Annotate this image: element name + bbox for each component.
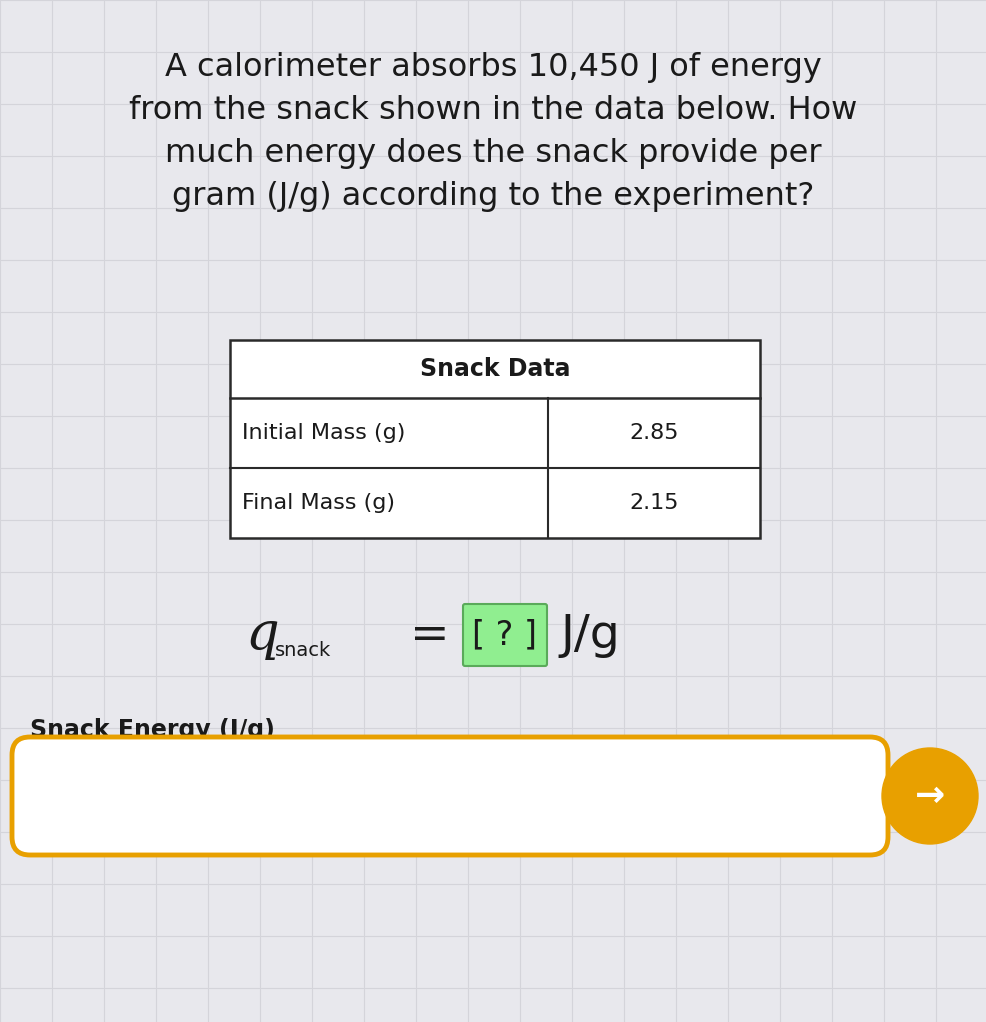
Text: q: q bbox=[245, 609, 278, 660]
FancyBboxPatch shape bbox=[462, 604, 546, 666]
FancyBboxPatch shape bbox=[12, 737, 887, 855]
Text: →: → bbox=[914, 779, 945, 812]
Text: 2.15: 2.15 bbox=[629, 493, 678, 513]
Text: Snack Energy (J/g): Snack Energy (J/g) bbox=[30, 718, 274, 742]
Text: J/g: J/g bbox=[559, 612, 619, 657]
Text: 2.85: 2.85 bbox=[629, 423, 678, 443]
Text: [ ? ]: [ ? ] bbox=[472, 618, 537, 651]
Text: Final Mass (g): Final Mass (g) bbox=[242, 493, 394, 513]
Circle shape bbox=[881, 748, 977, 844]
Text: A calorimeter absorbs 10,450 J of energy
from the snack shown in the data below.: A calorimeter absorbs 10,450 J of energy… bbox=[129, 52, 856, 212]
Text: snack: snack bbox=[275, 642, 331, 660]
Text: Initial Mass (g): Initial Mass (g) bbox=[242, 423, 405, 443]
Bar bbox=[230, 340, 759, 538]
Text: =: = bbox=[410, 612, 450, 657]
Text: Snack Data: Snack Data bbox=[419, 357, 570, 381]
